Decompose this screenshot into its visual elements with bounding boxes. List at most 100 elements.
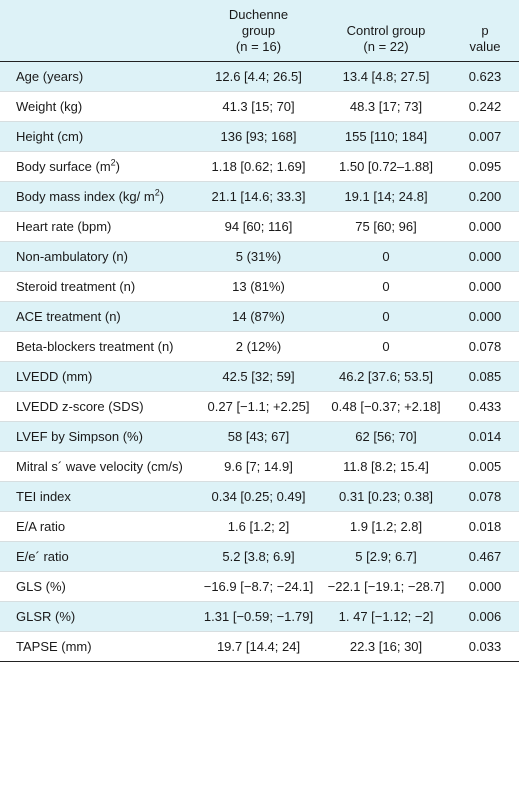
table-row: ACE treatment (n) 14 (87%) 0 0.000 — [0, 301, 519, 332]
table-row: Heart rate (bpm) 94 [60; 116] 75 [60; 96] 0… — [0, 211, 519, 242]
row-label: Non-ambulatory (n) — [0, 241, 196, 272]
control-value: 48.3 [17; 73] — [321, 91, 451, 122]
p-value: 0.007 — [451, 121, 519, 152]
control-value: 1.50 [0.72–1.88] — [321, 151, 451, 182]
table-row: Body surface (m2) 1.18 [0.62; 1.69] 1.50 [… — [0, 151, 519, 182]
table-row: Age (years) 12.6 [4.4; 26.5] 13.4 [4.8; 27… — [0, 61, 519, 92]
control-value: 0 — [321, 301, 451, 332]
duchenne-value: −16.9 [−8.7; −24.1] — [196, 571, 321, 602]
p-value: 0.000 — [451, 571, 519, 602]
duchenne-value: 0.34 [0.25; 0.49] — [196, 481, 321, 512]
row-label: Height (cm) — [0, 121, 196, 152]
control-value: 19.1 [14; 24.8] — [321, 181, 451, 212]
row-label: Weight (kg) — [0, 91, 196, 122]
control-value: 1. 47 [−1.12; −2] — [321, 601, 451, 632]
duchenne-value: 9.6 [7; 14.9] — [196, 451, 321, 482]
header-control-group: Control group (n = 22) — [321, 0, 451, 62]
header-control-line-2: (n = 22) — [363, 39, 409, 54]
row-label: Mitral s´ wave velocity (cm/s) — [0, 451, 196, 482]
duchenne-value: 12.6 [4.4; 26.5] — [196, 61, 321, 92]
table-row: Height (cm) 136 [93; 168] 155 [110; 184] 0.… — [0, 121, 519, 152]
header-p-value: p value — [451, 0, 519, 62]
duchenne-value: 1.6 [1.2; 2] — [196, 511, 321, 542]
table-row: Body mass index (kg/ m2) 21.1 [14.6; 33.3… — [0, 181, 519, 212]
row-label: E/e´ ratio — [0, 541, 196, 572]
row-label: LVEDD z-score (SDS) — [0, 391, 196, 422]
row-label-text: Body surface (m — [16, 159, 111, 174]
row-label-suffix: ) — [159, 189, 165, 204]
header-duchenne-line-2: group — [241, 23, 276, 38]
p-value: 0.000 — [451, 301, 519, 332]
header-p-line-2: value — [469, 39, 501, 54]
control-value: 0 — [321, 241, 451, 272]
table-row: LVEDD z-score (SDS) 0.27 [−1.1; +2.25] 0.4… — [0, 391, 519, 422]
control-value: 155 [110; 184] — [321, 121, 451, 152]
data-table: Duchenne group (n = 16) Control group (n… — [0, 0, 519, 662]
header-p-line-1: p — [481, 23, 489, 38]
header-duchenne-line-1: Duchenne — [228, 7, 289, 22]
table-row: TEI index 0.34 [0.25; 0.49] 0.31 [0.23; 0.… — [0, 481, 519, 512]
duchenne-value: 14 (87%) — [196, 301, 321, 332]
p-value: 0.242 — [451, 91, 519, 122]
duchenne-value: 42.5 [32; 59] — [196, 361, 321, 392]
row-label: ACE treatment (n) — [0, 301, 196, 332]
row-label-superscript: 2 — [110, 157, 116, 168]
duchenne-value: 58 [43; 67] — [196, 421, 321, 452]
control-value: 0.48 [−0.37; +2.18] — [321, 391, 451, 422]
p-value: 0.085 — [451, 361, 519, 392]
p-value: 0.623 — [451, 61, 519, 92]
control-value: 22.3 [16; 30] — [321, 631, 451, 662]
row-label: LVEF by Simpson (%) — [0, 421, 196, 452]
header-control-line-1: Control group — [346, 23, 426, 38]
row-label: Steroid treatment (n) — [0, 271, 196, 302]
control-value: 0.31 [0.23; 0.38] — [321, 481, 451, 512]
table-body: Age (years) 12.6 [4.4; 26.5] 13.4 [4.8; 27… — [0, 61, 519, 662]
control-value: 0 — [321, 331, 451, 362]
table-row: E/e´ ratio 5.2 [3.8; 6.9] 5 [2.9; 6.7] 0.46… — [0, 541, 519, 572]
row-label: Beta-blockers treatment (n) — [0, 331, 196, 362]
header-row: Duchenne group (n = 16) Control group (n… — [0, 0, 519, 62]
p-value: 0.006 — [451, 601, 519, 632]
row-label: Age (years) — [0, 61, 196, 92]
control-value: 46.2 [37.6; 53.5] — [321, 361, 451, 392]
control-value: −22.1 [−19.1; −28.7] — [321, 571, 451, 602]
control-value: 62 [56; 70] — [321, 421, 451, 452]
row-label: GLS (%) — [0, 571, 196, 602]
duchenne-value: 13 (81%) — [196, 271, 321, 302]
p-value: 0.078 — [451, 331, 519, 362]
table-header: Duchenne group (n = 16) Control group (n… — [0, 0, 519, 62]
row-label: GLSR (%) — [0, 601, 196, 632]
header-duchenne-group: Duchenne group (n = 16) — [196, 0, 321, 62]
p-value: 0.095 — [451, 151, 519, 182]
table-row: TAPSE (mm) 19.7 [14.4; 24] 22.3 [16; 30] 0.… — [0, 631, 519, 662]
control-value: 0 — [321, 271, 451, 302]
row-label-superscript: 2 — [154, 187, 160, 198]
table-row: GLS (%) −16.9 [−8.7; −24.1] −22.1 [−19.1; … — [0, 571, 519, 602]
table-row: LVEDD (mm) 42.5 [32; 59] 46.2 [37.6; 53.5]… — [0, 361, 519, 392]
p-value: 0.018 — [451, 511, 519, 542]
duchenne-value: 5 (31%) — [196, 241, 321, 272]
table-row: E/A ratio 1.6 [1.2; 2] 1.9 [1.2; 2.8] 0.018 — [0, 511, 519, 542]
row-label: E/A ratio — [0, 511, 196, 542]
table-row: Beta-blockers treatment (n) 2 (12%) 0 0.078 — [0, 331, 519, 362]
p-value: 0.000 — [451, 271, 519, 302]
p-value: 0.000 — [451, 241, 519, 272]
row-label: LVEDD (mm) — [0, 361, 196, 392]
row-label: Body surface (m2) — [0, 151, 196, 182]
p-value: 0.005 — [451, 451, 519, 482]
duchenne-value: 2 (12%) — [196, 331, 321, 362]
row-label: TAPSE (mm) — [0, 631, 196, 662]
duchenne-value: 1.18 [0.62; 1.69] — [196, 151, 321, 182]
row-label: Body mass index (kg/ m2) — [0, 181, 196, 212]
control-value: 13.4 [4.8; 27.5] — [321, 61, 451, 92]
p-value: 0.078 — [451, 481, 519, 512]
control-value: 75 [60; 96] — [321, 211, 451, 242]
duchenne-value: 94 [60; 116] — [196, 211, 321, 242]
duchenne-value: 5.2 [3.8; 6.9] — [196, 541, 321, 572]
header-blank — [0, 0, 196, 62]
duchenne-value: 1.31 [−0.59; −1.79] — [196, 601, 321, 632]
control-value: 11.8 [8.2; 15.4] — [321, 451, 451, 482]
control-value: 1.9 [1.2; 2.8] — [321, 511, 451, 542]
control-value: 5 [2.9; 6.7] — [321, 541, 451, 572]
table-row: Non-ambulatory (n) 5 (31%) 0 0.000 — [0, 241, 519, 272]
